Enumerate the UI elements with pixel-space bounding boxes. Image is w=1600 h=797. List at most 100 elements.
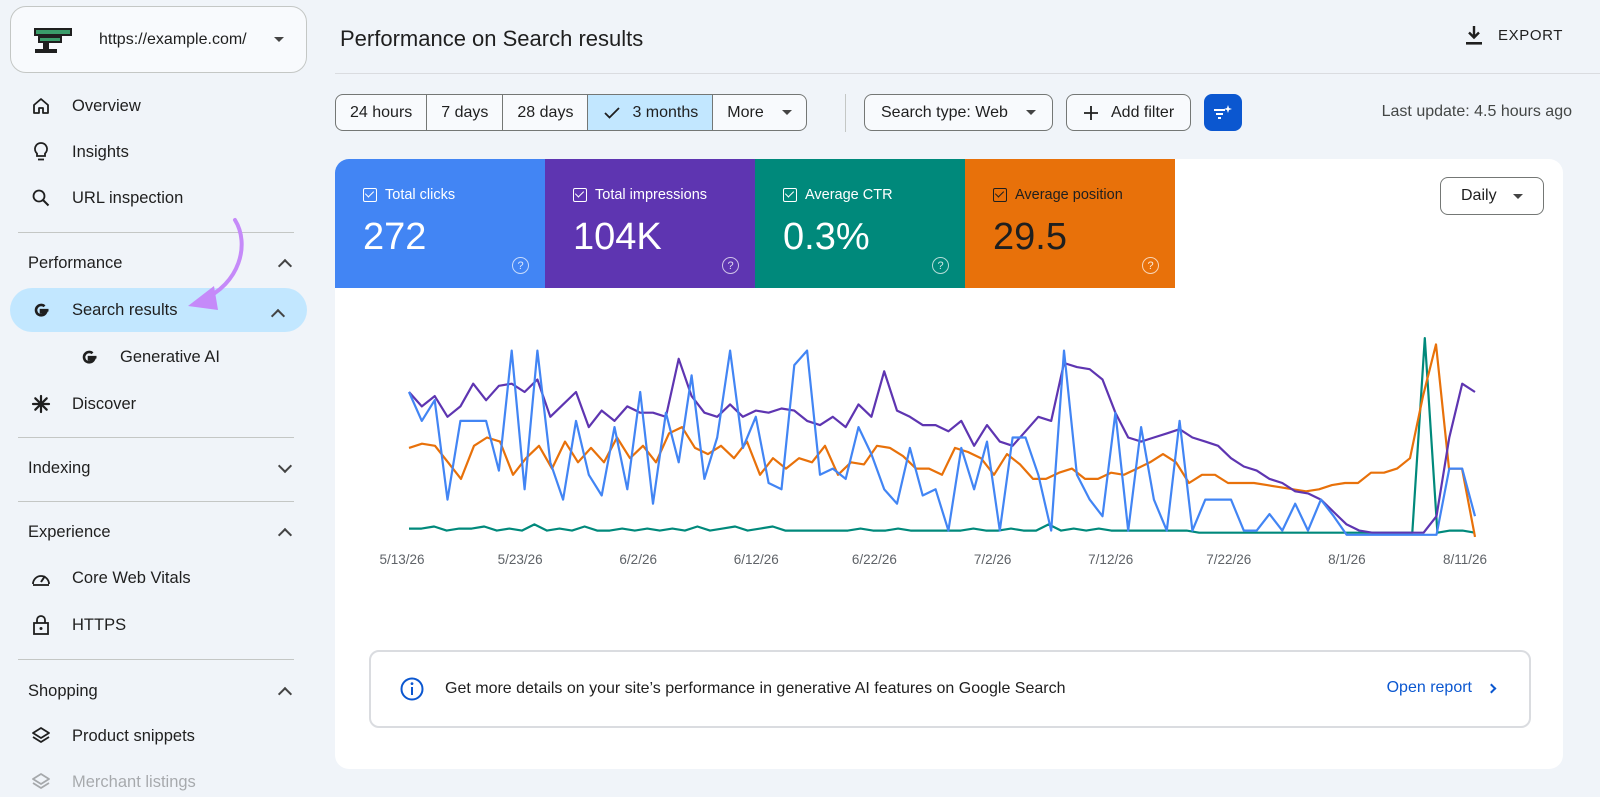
google-g-icon (30, 299, 52, 321)
checkbox-checked-icon[interactable] (363, 188, 377, 202)
sidebar-divider (18, 437, 294, 438)
metric-label: Total impressions (595, 187, 708, 203)
download-icon (1466, 26, 1482, 45)
metric-label: Average position (1015, 187, 1123, 203)
range-28-days[interactable]: 28 days (503, 95, 589, 130)
sidebar-item-label: Search results (72, 300, 178, 319)
layers-icon (30, 771, 52, 793)
sidebar-item-merchant-listings[interactable]: Merchant listings (10, 760, 307, 797)
section-title: Performance (28, 254, 123, 272)
metric-value: 29.5 (993, 216, 1067, 258)
open-report-link[interactable]: Open report (1386, 679, 1497, 697)
layers-icon (30, 725, 52, 747)
sidebar-item-https[interactable]: HTTPS (10, 603, 307, 647)
sidebar-item-product-snippets[interactable]: Product snippets (10, 714, 307, 758)
sidebar-item-label: Product snippets (72, 726, 195, 745)
section-title: Experience (28, 523, 111, 541)
range-7-days[interactable]: 7 days (427, 95, 504, 130)
add-filter-button[interactable]: Add filter (1066, 94, 1192, 131)
x-tick-label: 5/13/26 (379, 552, 424, 567)
home-icon (30, 95, 52, 117)
granularity-dropdown[interactable]: Daily (1440, 177, 1544, 215)
range-24-hours[interactable]: 24 hours (336, 95, 428, 130)
section-performance[interactable]: Performance (28, 254, 298, 274)
sidebar-item-label: Overview (72, 96, 141, 115)
gauge-icon (30, 567, 52, 589)
sidebar-divider (18, 232, 294, 233)
granularity-label: Daily (1461, 187, 1497, 204)
info-icon (400, 677, 424, 701)
x-tick-label: 7/22/26 (1206, 552, 1251, 567)
page-title: Performance on Search results (340, 26, 644, 51)
sidebar-item-url-inspection[interactable]: URL inspection (10, 176, 307, 220)
caret-down-icon (274, 37, 284, 42)
chevron-up-icon (277, 686, 293, 702)
series-line-total-impressions (408, 357, 1476, 534)
sidebar-item-overview[interactable]: Overview (10, 84, 307, 128)
help-icon[interactable]: ? (512, 257, 529, 274)
sidebar-item-generative-ai[interactable]: Generative AI (10, 335, 307, 379)
sidebar-item-label: Core Web Vitals (72, 568, 191, 587)
lock-icon (30, 614, 52, 636)
help-icon[interactable]: ? (932, 257, 949, 274)
chevron-up-icon[interactable] (270, 308, 286, 324)
sidebar-divider (18, 659, 294, 660)
sidebar-item-core-web-vitals[interactable]: Core Web Vitals (10, 556, 307, 600)
caret-down-icon (1512, 193, 1523, 199)
property-selector[interactable]: https://example.com/ (10, 6, 307, 73)
metric-average-position[interactable]: Average position 29.5 ? (965, 159, 1175, 288)
metric-value: 0.3% (783, 216, 870, 258)
last-update-text: Last update: 4.5 hours ago (1381, 103, 1572, 120)
filter-divider (845, 94, 846, 132)
x-tick-label: 8/1/26 (1328, 552, 1366, 567)
checkbox-checked-icon[interactable] (783, 188, 797, 202)
metric-value: 272 (363, 216, 427, 258)
search-icon (30, 187, 52, 209)
sidebar: https://example.com/ Overview Insights U… (0, 0, 320, 797)
range-label: More (727, 103, 764, 121)
help-icon[interactable]: ? (1142, 257, 1159, 274)
x-tick-label: 6/2/26 (619, 552, 657, 567)
metric-average-ctr[interactable]: Average CTR 0.3% ? (755, 159, 965, 288)
x-tick-label: 6/22/26 (852, 552, 897, 567)
checkbox-checked-icon[interactable] (993, 188, 1007, 202)
performance-card: Total clicks 272 ? Total impressions 104… (335, 159, 1563, 769)
open-report-label: Open report (1386, 679, 1472, 696)
sidebar-item-insights[interactable]: Insights (10, 130, 307, 174)
section-experience[interactable]: Experience (28, 523, 298, 543)
export-button[interactable]: EXPORT (1464, 24, 1563, 46)
filter-settings-button[interactable] (1204, 94, 1242, 131)
metric-label: Total clicks (385, 187, 456, 203)
metric-total-clicks[interactable]: Total clicks 272 ? (335, 159, 545, 288)
add-filter-label: Add filter (1111, 103, 1175, 121)
lightbulb-icon (30, 141, 52, 163)
caret-down-icon (781, 110, 792, 115)
section-indexing[interactable]: Indexing (28, 458, 298, 478)
generative-ai-banner: Get more details on your site’s performa… (369, 650, 1531, 728)
sidebar-item-discover[interactable]: Discover (10, 382, 307, 426)
range-label: 3 months (632, 103, 699, 121)
performance-line-chart[interactable]: 5/13/26 5/23/26 6/2/26 6/12/26 6/22/26 7/2/26… (335, 159, 1563, 609)
section-shopping[interactable]: Shopping (28, 682, 298, 702)
checkbox-checked-icon[interactable] (573, 188, 587, 202)
sidebar-item-label: Merchant listings (72, 772, 196, 791)
metric-label: Average CTR (805, 187, 893, 203)
property-url: https://example.com/ (99, 30, 247, 48)
range-label: 24 hours (350, 103, 413, 121)
x-tick-label: 7/2/26 (974, 552, 1012, 567)
banner-text: Get more details on your site’s performa… (445, 680, 1066, 697)
metric-total-impressions[interactable]: Total impressions 104K ? (545, 159, 755, 288)
x-tick-label: 8/11/26 (1443, 552, 1487, 567)
annotation-arrow-icon (188, 218, 244, 310)
search-type-dropdown[interactable]: Search type: Web (864, 94, 1053, 131)
range-3-months[interactable]: 3 months (588, 95, 714, 130)
x-tick-label: 6/12/26 (734, 552, 779, 567)
x-tick-label: 5/23/26 (498, 552, 543, 567)
date-range-selector: 24 hours 7 days 28 days 3 months More (335, 94, 807, 131)
help-icon[interactable]: ? (722, 257, 739, 274)
range-label: 7 days (441, 103, 489, 121)
sidebar-item-search-results[interactable]: Search results (10, 288, 307, 332)
chevron-up-icon (277, 258, 293, 274)
section-title: Shopping (28, 682, 98, 700)
range-more-dropdown[interactable]: More (713, 95, 805, 130)
